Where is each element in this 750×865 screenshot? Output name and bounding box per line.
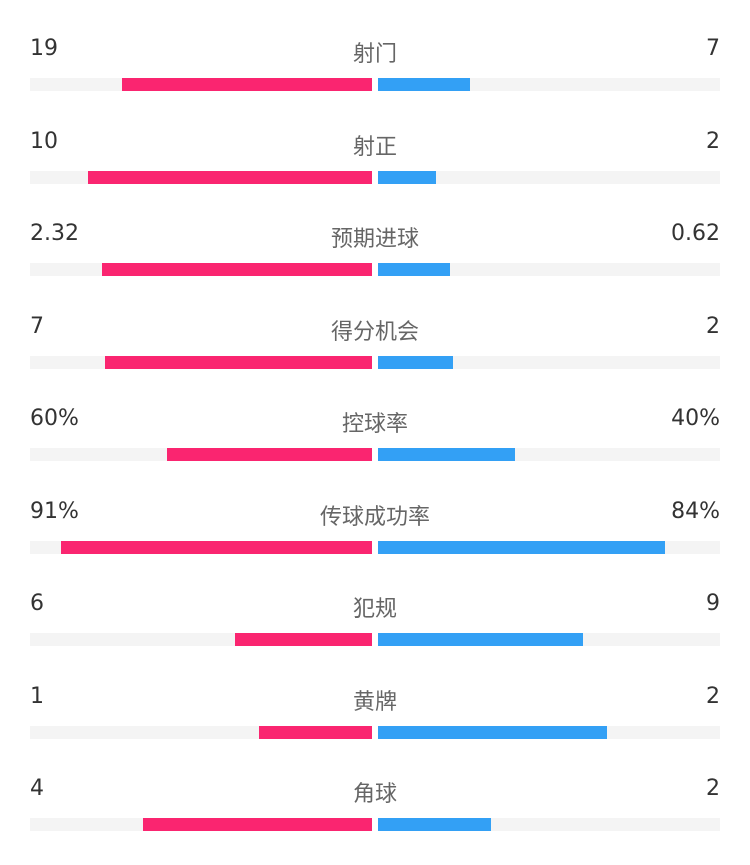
- stat-row: 10 射正 2: [0, 123, 750, 215]
- away-bar-track: [378, 818, 720, 831]
- home-bar-track: [30, 170, 372, 184]
- home-bar: [259, 725, 372, 739]
- stat-label: 得分机会: [330, 319, 419, 345]
- home-bar-track: [30, 78, 372, 91]
- away-value: 9: [706, 591, 720, 616]
- home-bar: [142, 818, 372, 831]
- home-value: 60%: [30, 406, 79, 431]
- home-bar: [122, 78, 372, 91]
- away-bar: [378, 725, 608, 739]
- away-value: 0.62: [671, 221, 720, 246]
- home-bar-track: [30, 818, 372, 831]
- home-bar: [60, 540, 372, 554]
- stat-row: 91% 传球成功率 84%: [0, 493, 750, 585]
- home-bar-track: [30, 263, 372, 276]
- away-bar: [378, 633, 584, 646]
- home-bar-track: [30, 448, 372, 461]
- away-value: 2: [706, 776, 720, 801]
- home-bar: [166, 448, 372, 461]
- away-value: 84%: [671, 498, 720, 524]
- home-bar-track: [30, 725, 372, 739]
- stat-row: 19 射门 7: [0, 30, 750, 122]
- home-bar: [235, 633, 372, 646]
- home-value: 6: [30, 591, 44, 616]
- away-bar-track: [378, 633, 720, 646]
- home-bar-track: [30, 633, 372, 646]
- stat-label: 角球: [352, 782, 397, 807]
- home-value: 2.32: [30, 221, 79, 246]
- home-bar-track: [30, 540, 372, 554]
- away-bar-track: [378, 263, 720, 276]
- away-bar: [378, 355, 454, 369]
- away-bar: [378, 263, 450, 276]
- stat-row: 1 黄牌 2: [0, 678, 750, 770]
- home-bar: [101, 263, 372, 276]
- stat-label: 传球成功率: [319, 504, 430, 530]
- away-bar: [378, 448, 515, 461]
- home-value: 1: [30, 683, 44, 709]
- away-bar-track: [378, 170, 720, 184]
- home-value: 19: [30, 36, 58, 61]
- stat-row: 6 犯规 9: [0, 585, 750, 677]
- away-bar: [378, 818, 491, 831]
- home-value: 10: [30, 128, 58, 154]
- away-value: 7: [706, 36, 720, 61]
- away-bar-track: [378, 448, 720, 461]
- stat-label: 射门: [352, 42, 397, 67]
- away-value: 2: [706, 313, 720, 339]
- stat-label: 黄牌: [352, 689, 397, 715]
- stat-label: 射正: [352, 134, 397, 160]
- away-bar: [378, 170, 437, 184]
- home-bar-track: [30, 355, 372, 369]
- stat-label: 控球率: [341, 412, 408, 437]
- away-bar: [378, 540, 666, 554]
- away-value: 2: [706, 683, 720, 709]
- stat-row: 4 角球 2: [0, 770, 750, 862]
- away-value: 2: [706, 128, 720, 154]
- stat-label: 预期进球: [330, 227, 419, 252]
- stat-row: 60% 控球率 40%: [0, 400, 750, 492]
- stat-label: 犯规: [352, 597, 397, 622]
- away-bar-track: [378, 78, 720, 91]
- away-bar-track: [378, 540, 720, 554]
- away-bar-track: [378, 355, 720, 369]
- home-value: 4: [30, 776, 44, 801]
- away-value: 40%: [671, 406, 720, 431]
- home-value: 91%: [30, 498, 79, 524]
- home-bar: [105, 355, 372, 369]
- away-bar-track: [378, 725, 720, 739]
- home-bar: [88, 170, 372, 184]
- stat-row: 7 得分机会 2: [0, 308, 750, 400]
- away-bar: [378, 78, 471, 91]
- home-value: 7: [30, 313, 44, 339]
- stat-row: 2.32 预期进球 0.62: [0, 215, 750, 307]
